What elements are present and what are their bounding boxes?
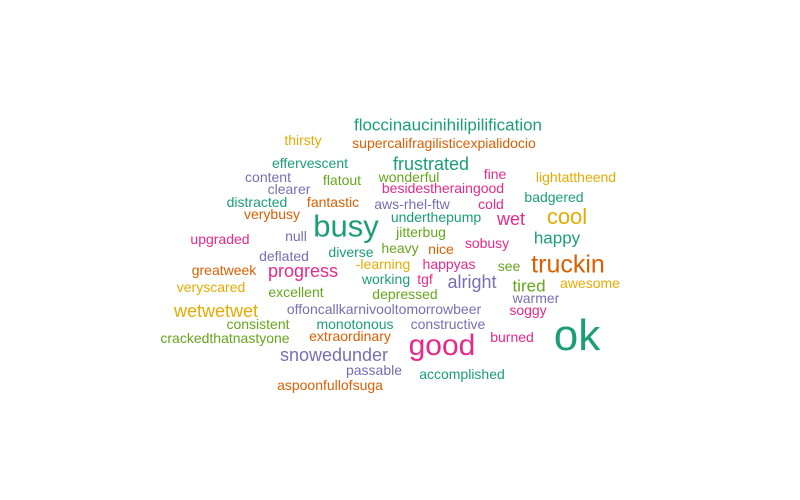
word-extraordinary: extraordinary [309, 328, 391, 344]
word-burned: burned [490, 329, 534, 345]
word-clearer: clearer [267, 181, 311, 197]
word-jitterbug: jitterbug [396, 224, 446, 240]
word-supercalifragilisticexpialidocio: supercalifragilisticexpialidocio [352, 135, 536, 151]
word-besidestheraingood: besidestheraingood [381, 180, 505, 196]
word-greatweek: greatweek [191, 262, 257, 278]
word-veryscared: veryscared [176, 279, 246, 295]
word-badgered: badgered [524, 189, 584, 205]
word-verybusy: verybusy [243, 206, 301, 222]
word-accomplished: accomplished [419, 366, 505, 382]
word-passable: passable [345, 362, 403, 378]
word-content: content [245, 169, 291, 185]
word-wet: wet [496, 209, 526, 229]
word-aws-rhel-ftw: aws-rhel-ftw [374, 196, 450, 212]
word-progress: progress [267, 261, 339, 281]
word-null: null [285, 228, 307, 244]
word-warmer: warmer [512, 290, 560, 306]
word-good: good [408, 329, 476, 362]
word-crackedthatnastyone: crackedthatnastyone [160, 330, 290, 346]
word-truckin: truckin [531, 250, 605, 279]
word-cold: cold [478, 196, 504, 212]
word-effervescent: effervescent [271, 155, 349, 171]
word-distracted: distracted [226, 194, 288, 210]
word-soggy: soggy [509, 302, 547, 318]
word-lightattheend: lightattheend [535, 169, 617, 185]
word-working: working [361, 271, 411, 287]
word-awesome: awesome [560, 275, 620, 291]
word-excellent: excellent [268, 284, 324, 300]
word-heavy: heavy [381, 240, 419, 256]
word-flatout: flatout [322, 172, 362, 188]
word-constructive: constructive [410, 316, 486, 332]
word-ok: ok [553, 311, 601, 360]
word-deflated: deflated [259, 248, 309, 264]
word-floccinaucinihilipilification: floccinaucinihilipilification [353, 115, 543, 135]
word-cool: cool [546, 204, 588, 229]
word-tgf: tgf [417, 271, 433, 287]
word-frustrated: frustrated [392, 154, 470, 174]
word-underthepump: underthepump [390, 209, 482, 225]
word-upgraded: upgraded [190, 231, 250, 247]
word-thirsty: thirsty [284, 132, 322, 148]
word-fine: fine [483, 166, 507, 182]
word-happy: happy [533, 228, 581, 248]
word-alright: alright [447, 272, 497, 292]
word-aspoonfullofsuga: aspoonfullofsuga [277, 377, 383, 393]
word-see: see [497, 258, 521, 274]
word-fantastic: fantastic [306, 194, 360, 210]
word-happyas: happyas [422, 256, 476, 272]
word-consistent: consistent [226, 316, 290, 332]
word-diverse: diverse [328, 244, 374, 260]
word-nice: nice [428, 241, 454, 257]
word-tired: tired [512, 276, 546, 296]
word-depressed: depressed [372, 286, 438, 302]
word-wetwetwet: wetwetwet [173, 301, 259, 321]
word-wonderful: wonderful [378, 169, 440, 185]
word-busy: busy [313, 208, 379, 244]
word-sobusy: sobusy [464, 235, 510, 251]
word-snowedunder: snowedunder [279, 345, 389, 365]
word-learning: -learning [355, 256, 411, 272]
word-monotonous: monotonous [316, 316, 394, 332]
word-offoncallkarnivooltomorrowbeer: offoncallkarnivooltomorrowbeer [286, 301, 482, 317]
